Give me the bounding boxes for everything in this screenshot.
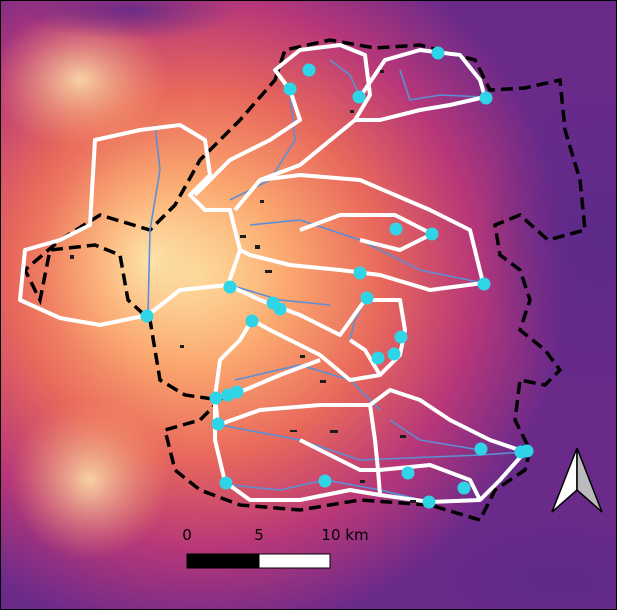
- scale-segment: [187, 554, 259, 568]
- page: {"scale_bar": {"labels": ["0", "5", "10 …: [0, 0, 617, 610]
- scale-label: 10 km: [321, 526, 368, 544]
- scale-segment: [259, 554, 330, 568]
- scale-label: 0: [182, 526, 192, 544]
- map: 0 5 10 km: [0, 0, 617, 610]
- scale-label: 5: [254, 526, 264, 544]
- highland: [10, 400, 170, 560]
